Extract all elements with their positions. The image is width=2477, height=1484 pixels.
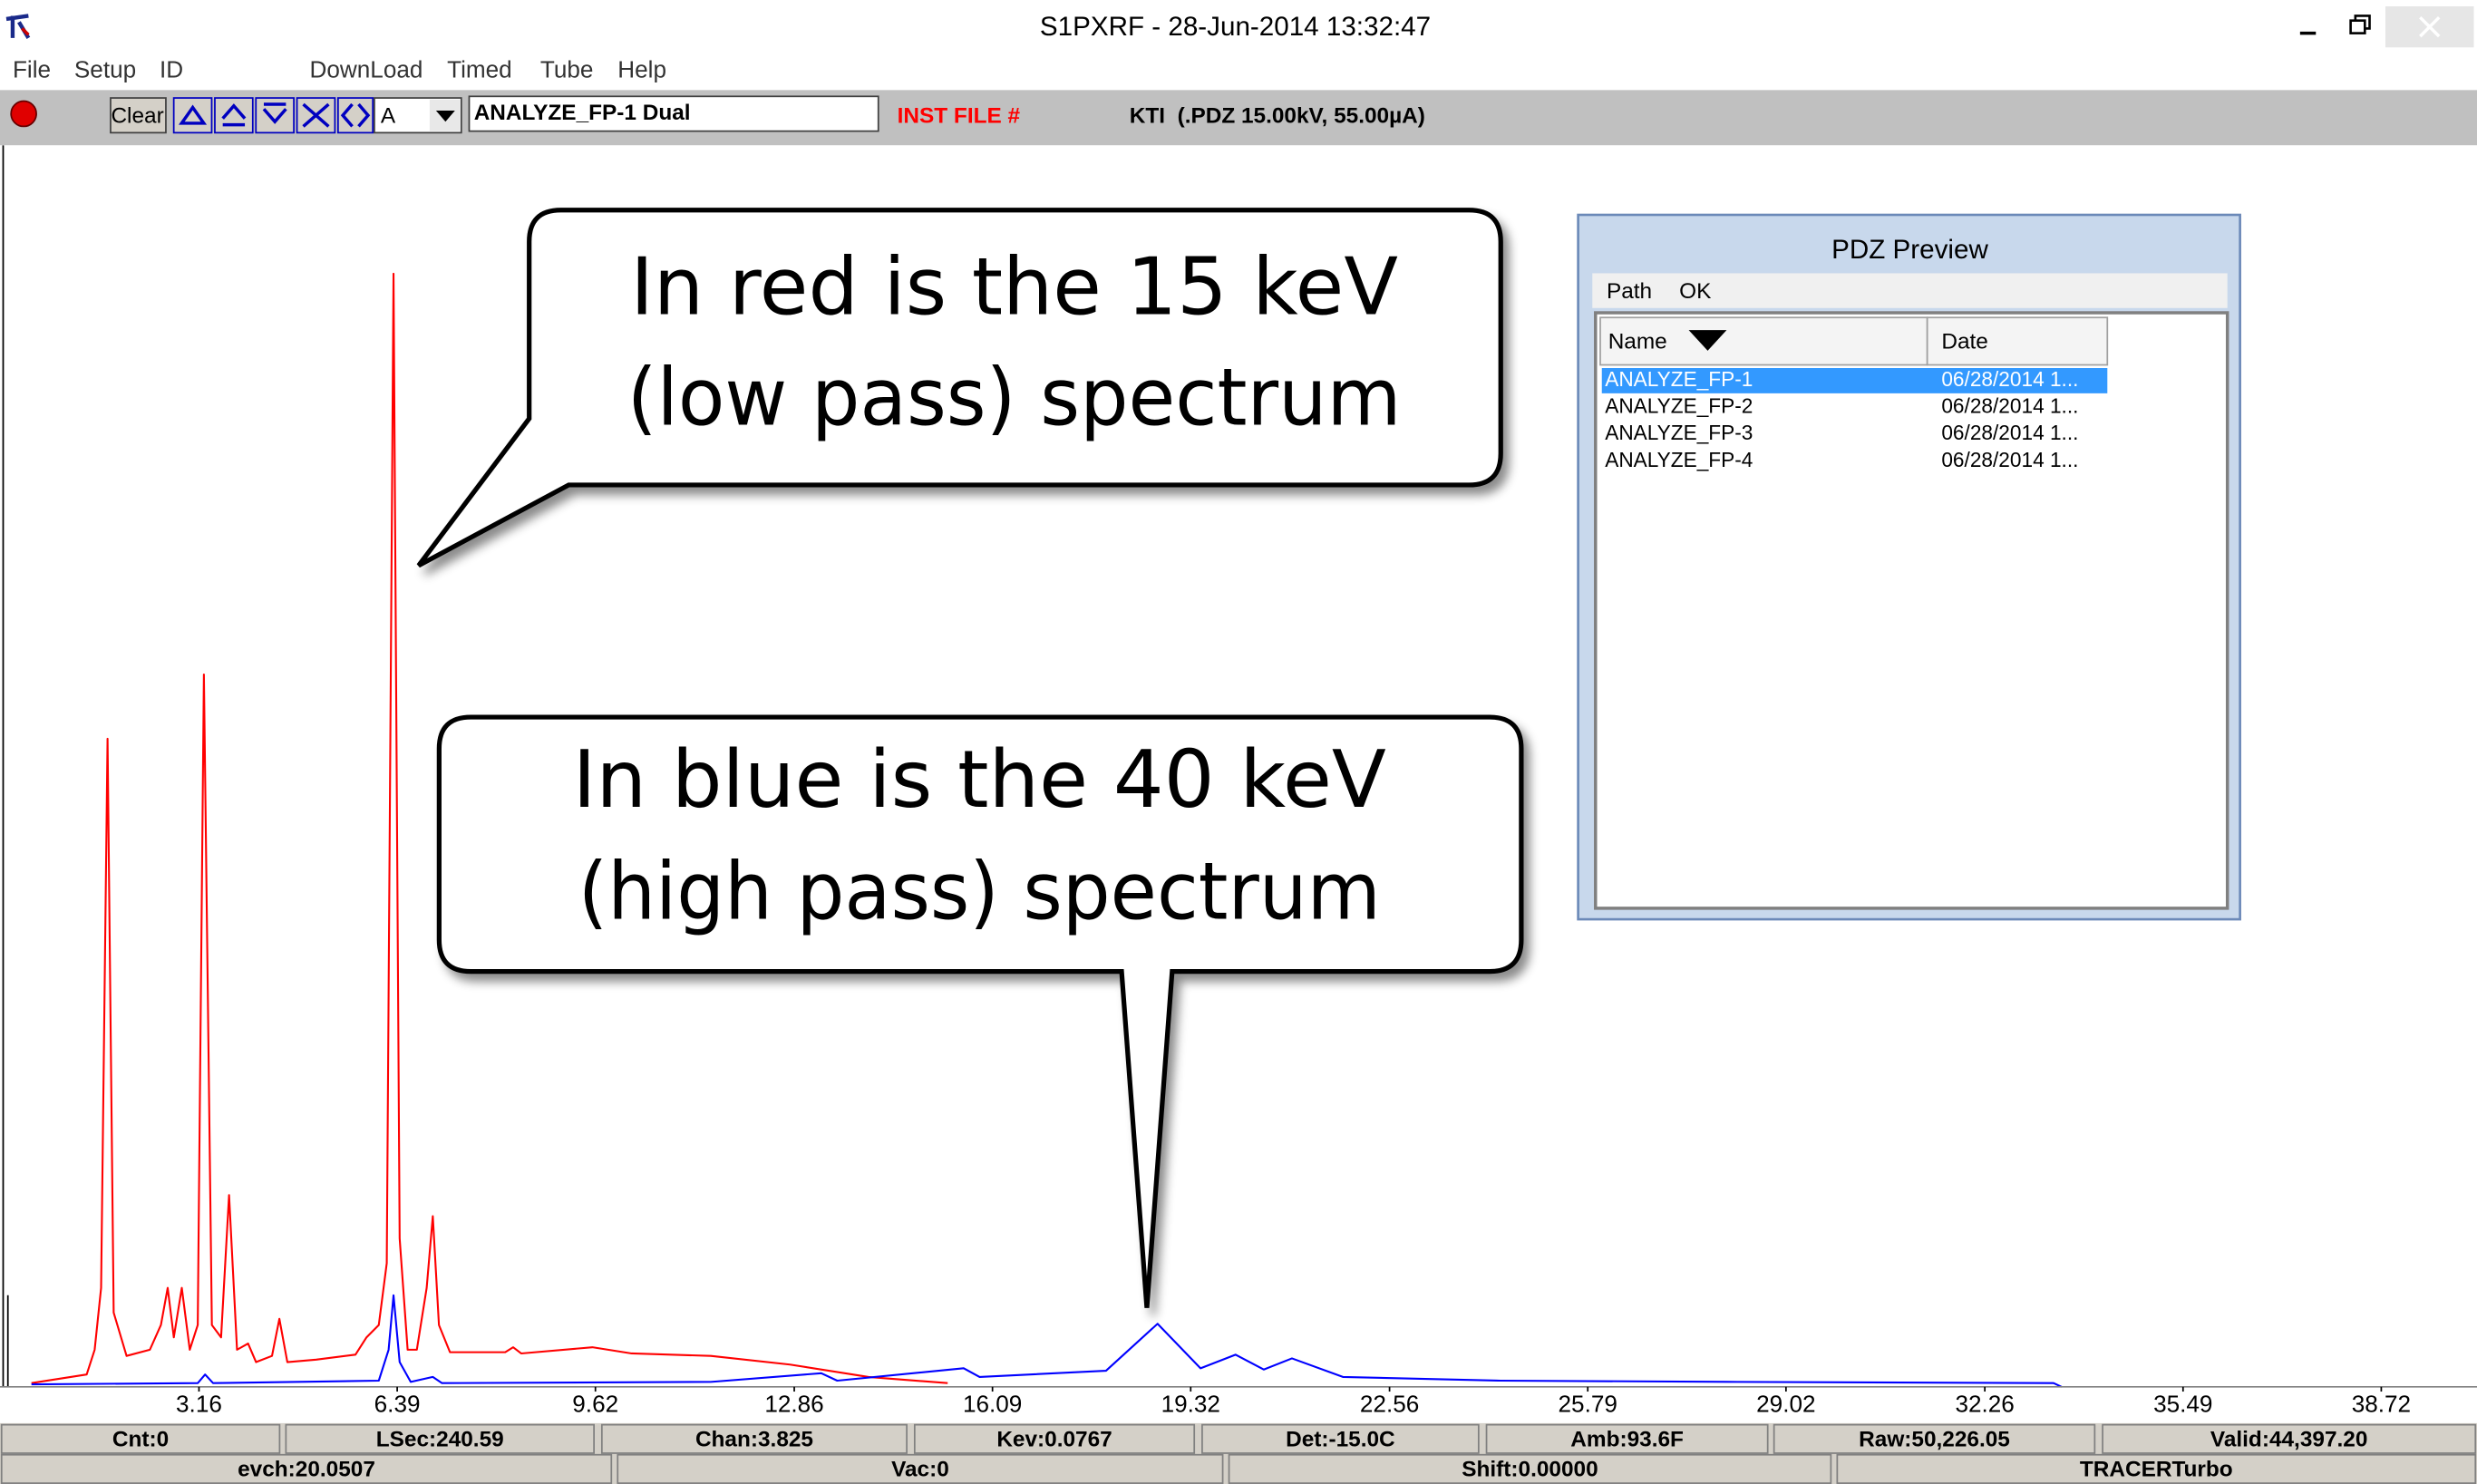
pdz-menu-item[interactable]: OK <box>1679 279 1711 304</box>
kti-label: KTI (.PDZ 15.00kV, 55.00µA) <box>1130 103 1425 128</box>
callout-line: In red is the 15 keV <box>630 240 1398 333</box>
pdz-cell[interactable]: 06/28/2014 1... <box>1941 394 2078 418</box>
callout-blue: In blue is the 40 keV (high pass) spectr… <box>436 714 1524 1308</box>
x-tick-label: 3.16 <box>176 1391 222 1418</box>
column-header[interactable] <box>1926 316 2109 366</box>
pdz-cell[interactable]: ANALYZE_FP-1 <box>1605 367 1753 391</box>
spectrum-line <box>31 1294 2063 1388</box>
x-tick-label: 32.26 <box>1955 1391 2014 1418</box>
status-cell <box>2102 1423 2477 1454</box>
status-cell <box>0 1423 281 1454</box>
menu-item[interactable]: Setup <box>74 55 136 82</box>
column-name[interactable]: Date <box>1941 330 1988 354</box>
file-name[interactable]: ANALYZE_FP-1 Dual <box>474 101 691 125</box>
pdz-cell[interactable]: 06/28/2014 1... <box>1941 367 2078 391</box>
status-cell <box>600 1423 908 1454</box>
callout-line: (low pass) spectrum <box>627 351 1402 443</box>
pdz-title: PDZ Preview <box>1831 235 1988 265</box>
menu-item[interactable]: File <box>13 55 51 82</box>
restore-button[interactable] <box>2335 6 2383 48</box>
status-text: TRACERTurbo <box>2080 1458 2233 1482</box>
status-cell <box>1228 1453 1832 1484</box>
x-tick-label: 9.62 <box>572 1391 618 1418</box>
status-text: LSec:240.59 <box>376 1427 504 1451</box>
menu-item[interactable]: ID <box>160 55 183 82</box>
pdz-cell[interactable]: ANALYZE_FP-2 <box>1605 394 1753 418</box>
column-header[interactable] <box>1599 316 1928 366</box>
x-tick-label: 16.09 <box>963 1391 1022 1418</box>
minimize-button[interactable] <box>2284 6 2332 48</box>
file-field[interactable] <box>468 95 879 132</box>
status-text: Vac:0 <box>891 1458 949 1482</box>
status-text: Chan:3.825 <box>695 1427 813 1451</box>
pdz-menu-bar <box>1592 273 2228 308</box>
menu-item[interactable]: Timed <box>447 55 512 82</box>
status-cell <box>617 1453 1224 1484</box>
status-text: Amb:93.6F <box>1570 1427 1684 1451</box>
selected-row <box>1601 367 2108 393</box>
status-text: Det:-15.0C <box>1286 1427 1395 1451</box>
pdz-cell[interactable]: ANALYZE_FP-3 <box>1605 421 1753 444</box>
pdz-cell[interactable]: ANALYZE_FP-4 <box>1605 448 1753 471</box>
axis-strip <box>0 1388 2477 1423</box>
spectrum-line <box>31 272 948 1384</box>
clear-button[interactable]: Clear <box>110 97 167 134</box>
x-tick-label: 22.56 <box>1360 1391 1419 1418</box>
status-cell <box>285 1423 595 1454</box>
column-name[interactable]: Name <box>1608 330 1667 354</box>
pdz-preview-window: PDZ Preview Path OK Name Date ANALYZE_FP… <box>1577 213 2241 921</box>
app-icon <box>5 14 31 39</box>
status-text: evch:20.0507 <box>238 1458 375 1482</box>
status-cell <box>1773 1423 2096 1454</box>
menu-item[interactable]: DownLoad <box>310 55 423 82</box>
x-tick-label: 35.49 <box>2153 1391 2212 1418</box>
x-tick-label: 6.39 <box>374 1391 421 1418</box>
status-text: Raw:50,226.05 <box>1859 1427 2010 1451</box>
callout-red: In red is the 15 keV (low pass) spectrum <box>416 208 1503 568</box>
callout-line: In blue is the 40 keV <box>573 733 1386 826</box>
menu-bar <box>0 55 2477 89</box>
nav-buttons[interactable] <box>172 97 374 134</box>
combo-value[interactable]: A <box>381 103 396 128</box>
x-tick-label: 12.86 <box>764 1391 823 1418</box>
x-tick-label: 19.32 <box>1161 1391 1220 1418</box>
status-text: Kev:0.0767 <box>996 1427 1112 1451</box>
status-cell <box>0 1453 613 1484</box>
title-bar <box>0 0 2477 56</box>
clear-label[interactable]: Clear <box>111 103 163 128</box>
channel-combo[interactable]: A <box>374 97 462 134</box>
pdz-cell[interactable]: 06/28/2014 1... <box>1941 448 2078 471</box>
menu-item[interactable]: Help <box>617 55 666 82</box>
status-text: Cnt:0 <box>112 1427 169 1451</box>
sort-arrow <box>1688 330 1727 351</box>
close-button[interactable] <box>2385 6 2474 48</box>
callout-line: (high pass) spectrum <box>578 846 1381 938</box>
pdz-list <box>1594 311 2229 910</box>
status-text: Shift:0.00000 <box>1462 1458 1598 1482</box>
status-cell <box>913 1423 1196 1454</box>
status-light <box>10 100 37 128</box>
status-text: Valid:44,397.20 <box>2210 1427 2367 1451</box>
status-cell <box>1836 1453 2477 1484</box>
status-cell <box>1485 1423 1769 1454</box>
x-tick-label: 38.72 <box>2352 1391 2411 1418</box>
x-tick-label: 29.02 <box>1756 1391 1815 1418</box>
window-title: S1PXRF - 28-Jun-2014 13:32:47 <box>1040 12 1431 42</box>
pdz-cell[interactable]: 06/28/2014 1... <box>1941 421 2078 444</box>
status-cell <box>1201 1423 1480 1454</box>
x-tick-label: 25.79 <box>1559 1391 1617 1418</box>
inst-file-label: INST FILE # <box>898 103 1021 128</box>
pdz-menu-item[interactable]: Path <box>1607 279 1652 304</box>
menu-item[interactable]: Tube <box>540 55 594 82</box>
